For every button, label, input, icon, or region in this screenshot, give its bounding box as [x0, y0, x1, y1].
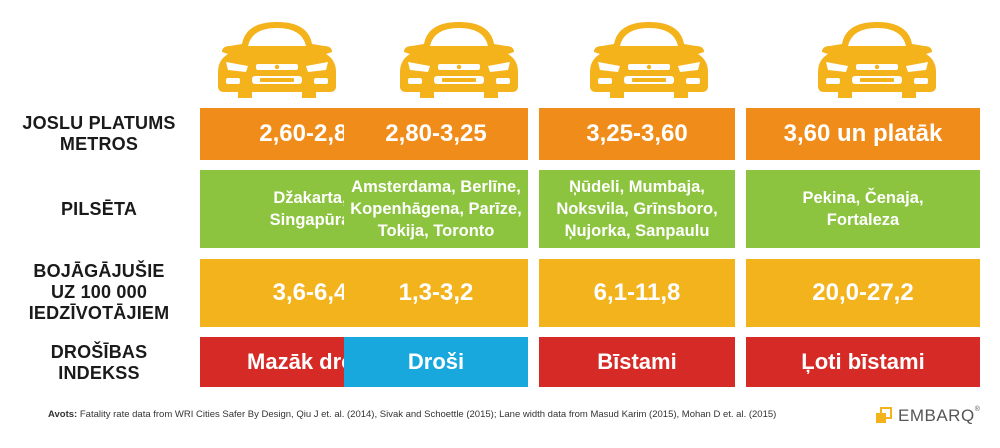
- city-line: Ņujorka, Sanpaulu: [564, 222, 710, 240]
- safety-index-cell: Bīstami: [539, 337, 735, 387]
- fatality-value: 3,6-6,4: [272, 279, 348, 306]
- source-label: Avots:: [48, 409, 78, 420]
- brand-registered-mark: ®: [974, 406, 981, 413]
- city-line: Singapūra: [269, 211, 351, 229]
- brand-name-text: EMBARQ: [898, 406, 975, 425]
- row-label-line: DROŠĪBAS: [50, 342, 148, 362]
- city-line: Tokija, Toronto: [377, 222, 495, 240]
- row-label-line: INDEKSS: [58, 363, 140, 383]
- fatality-cell: 1,3-3,2: [344, 259, 528, 327]
- brand-name: EMBARQ®: [898, 406, 980, 426]
- city-line: Kopenhāgena, Parīze,: [350, 200, 522, 218]
- city-cell: Ņūdeli, Mumbaja, Noksvila, Grīnsboro, Ņu…: [539, 170, 735, 248]
- fatality-cell: 20,0-27,2: [746, 259, 980, 327]
- row-label-fatalities: BOJĀGĀJUŠIE UZ 100 000 IEDZĪVOTĀJIEM: [6, 257, 192, 327]
- row-label-line: METROS: [59, 134, 139, 154]
- lane-width-cell: 3,25-3,60: [539, 108, 735, 160]
- car-front-icon: [818, 22, 936, 98]
- lane-width-value: 2,60-2,80: [259, 120, 361, 147]
- car-front-icon: [400, 22, 518, 98]
- lane-width-value: 3,25-3,60: [586, 120, 688, 147]
- row-label-line: PILSĒTA: [60, 198, 138, 219]
- row-label-lane-width: JOSLU PLATUMS METROS: [6, 108, 192, 160]
- city-cell: Pekina, Čenaja, Fortaleza: [746, 170, 980, 248]
- city-line: Fortaleza: [826, 211, 900, 229]
- brand-logo: EMBARQ®: [876, 405, 988, 427]
- lane-width-value: 2,80-3,25: [385, 120, 487, 147]
- city-line: Ņūdeli, Mumbaja,: [569, 178, 705, 196]
- lane-width-cell: 3,60 un platāk: [746, 108, 980, 160]
- safety-index-value: Droši: [407, 349, 465, 374]
- fatality-value: 1,3-3,2: [398, 279, 474, 306]
- fatality-value: 20,0-27,2: [812, 279, 914, 306]
- city-cell: Amsterdama, Berlīne, Kopenhāgena, Parīze…: [344, 170, 528, 248]
- row-label-line: JOSLU PLATUMS: [22, 113, 176, 133]
- row-label-safety-index: DROŠĪBAS INDEKSS: [6, 337, 192, 389]
- fatality-cell: 6,1-11,8: [539, 259, 735, 327]
- safety-index-cell: Droši: [344, 337, 528, 387]
- lane-width-value: 3,60 un platāk: [783, 120, 943, 147]
- city-line: Pekina, Čenaja,: [802, 189, 924, 207]
- safety-index-cell: Ļoti bīstami: [746, 337, 980, 387]
- row-label-line: IEDZĪVOTĀJIEM: [28, 302, 170, 323]
- safety-index-value: Bīstami: [597, 349, 677, 374]
- embarq-logo-icon: [876, 407, 892, 423]
- row-label-line: UZ 100 000: [50, 281, 148, 302]
- car-front-icon: [218, 22, 336, 98]
- safety-index-value: Ļoti bīstami: [801, 349, 925, 374]
- row-label-city: PILSĒTA: [6, 170, 192, 248]
- car-front-icon: [590, 22, 708, 98]
- row-label-line: BOJĀGĀJUŠIE: [33, 260, 165, 281]
- city-line: Amsterdama, Berlīne,: [351, 178, 521, 196]
- fatality-value: 6,1-11,8: [593, 279, 681, 306]
- city-line: Džakarta,: [273, 189, 347, 207]
- city-line: Noksvila, Grīnsboro,: [556, 200, 718, 218]
- source-note: Avots: Fatality rate data from WRI Citie…: [48, 409, 808, 420]
- lane-width-cell: 2,80-3,25: [344, 108, 528, 160]
- source-text: Fatality rate data from WRI Cities Safer…: [79, 409, 777, 420]
